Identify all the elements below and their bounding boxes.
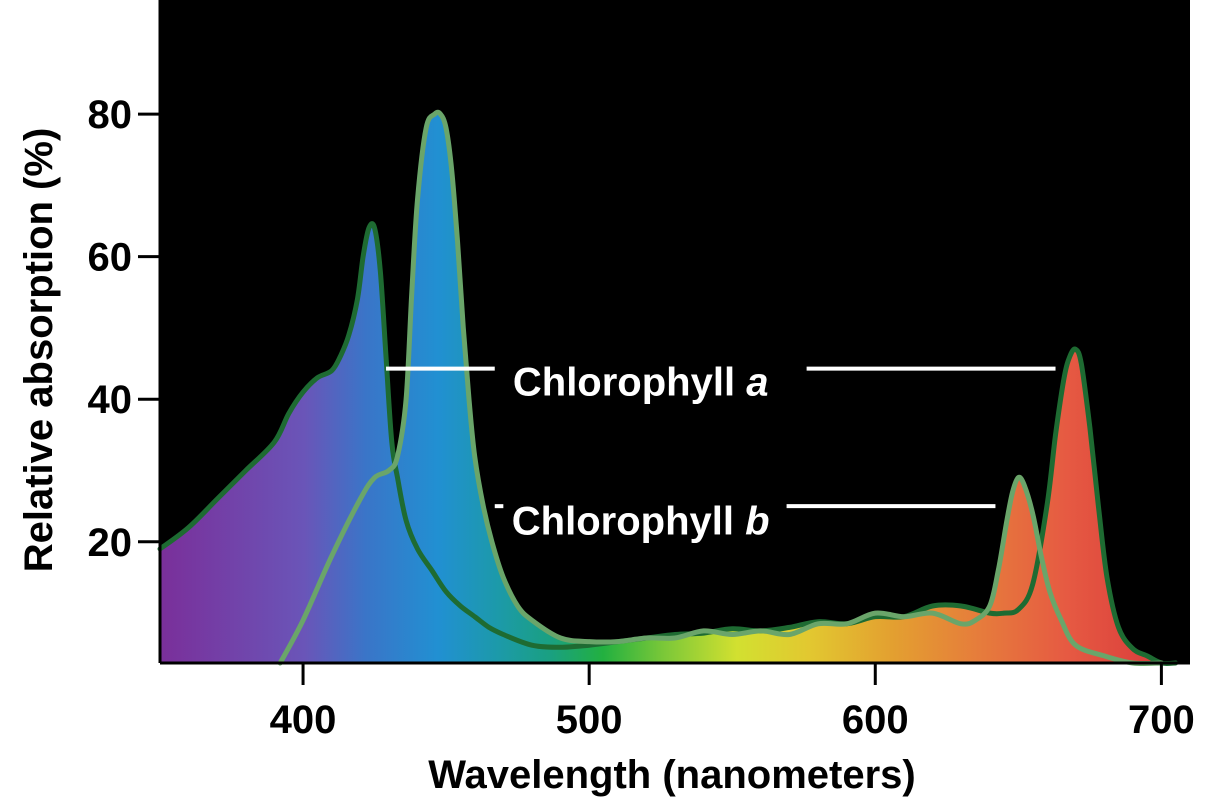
- y-tick-label-20: 20: [88, 521, 133, 565]
- y-tick-label-80: 80: [88, 93, 133, 137]
- x-tick-label-400: 400: [270, 698, 337, 742]
- y-axis-title: Relative absorption (%): [17, 128, 61, 573]
- y-tick-label-60: 60: [88, 236, 133, 280]
- x-tick-label-700: 700: [1128, 698, 1195, 742]
- x-axis-title: Wavelength (nanometers): [428, 753, 915, 797]
- chlorophyll-b-line: [277, 109, 1164, 667]
- x-tick-label-600: 600: [842, 698, 909, 742]
- chlorophyll-a-label: Chlorophyll a: [513, 361, 769, 405]
- y-tick-label-40: 40: [88, 378, 133, 422]
- x-tick-label-500: 500: [556, 698, 623, 742]
- chlorophyll-b-area: [280, 112, 1162, 664]
- chlorophyll-b-label: Chlorophyll b: [512, 500, 770, 544]
